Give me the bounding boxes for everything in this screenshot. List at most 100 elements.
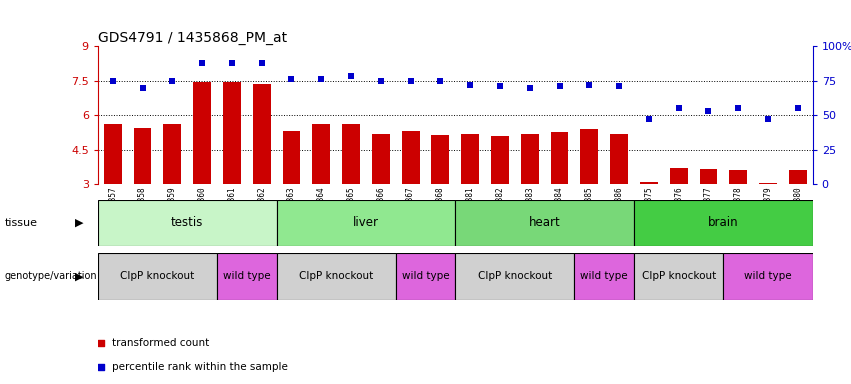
Bar	[396, 253, 455, 300]
Bar	[163, 124, 181, 184]
Bar	[312, 124, 330, 184]
Point	[761, 116, 774, 122]
Bar	[217, 253, 277, 300]
Point	[642, 116, 655, 122]
Text: GSM988375: GSM988375	[644, 187, 654, 228]
Text: heart: heart	[528, 216, 561, 229]
Bar	[759, 183, 777, 184]
Bar	[342, 124, 360, 184]
Bar	[98, 253, 217, 300]
Text: GDS4791 / 1435868_PM_at: GDS4791 / 1435868_PM_at	[98, 31, 287, 45]
Text: GSM988384: GSM988384	[555, 187, 564, 228]
Bar	[402, 131, 420, 184]
Text: GSM988383: GSM988383	[525, 187, 534, 228]
Text: GSM988382: GSM988382	[495, 187, 505, 228]
Point	[165, 78, 179, 84]
Bar	[431, 135, 449, 184]
Text: wild type: wild type	[223, 271, 271, 281]
Text: transformed count: transformed count	[112, 338, 209, 348]
Text: ClpP knockout: ClpP knockout	[642, 271, 716, 281]
Point	[106, 78, 119, 84]
Text: GSM988365: GSM988365	[346, 187, 356, 228]
Text: ClpP knockout: ClpP knockout	[477, 271, 552, 281]
Text: liver: liver	[353, 216, 379, 229]
Point	[315, 76, 328, 82]
Bar	[134, 128, 151, 184]
Bar	[223, 82, 241, 184]
Bar	[461, 134, 479, 184]
Bar	[455, 253, 574, 300]
Point	[136, 84, 150, 91]
Text: wild type: wild type	[745, 271, 791, 281]
Point	[433, 78, 448, 84]
Bar	[98, 200, 277, 246]
Text: GSM988363: GSM988363	[287, 187, 296, 228]
Point	[403, 78, 417, 84]
Point	[196, 60, 209, 66]
Point	[225, 60, 238, 66]
Bar	[670, 168, 688, 184]
Text: percentile rank within the sample: percentile rank within the sample	[112, 362, 288, 372]
Text: ▶: ▶	[75, 218, 83, 228]
Point	[791, 105, 805, 111]
Text: ClpP knockout: ClpP knockout	[299, 271, 374, 281]
Text: genotype/variation: genotype/variation	[4, 271, 97, 281]
Point	[374, 78, 387, 84]
Text: GSM988380: GSM988380	[793, 187, 802, 228]
Bar	[277, 253, 396, 300]
Bar	[372, 134, 390, 184]
Bar	[551, 132, 568, 184]
Text: GSM988358: GSM988358	[138, 187, 147, 228]
Text: GSM988385: GSM988385	[585, 187, 594, 228]
Text: GSM988359: GSM988359	[168, 187, 177, 228]
Point	[612, 83, 625, 89]
Bar	[455, 200, 634, 246]
Bar	[729, 170, 747, 184]
Bar	[723, 253, 813, 300]
Bar	[491, 136, 509, 184]
Text: tissue: tissue	[4, 218, 37, 228]
Text: GSM988364: GSM988364	[317, 187, 326, 228]
Text: GSM988386: GSM988386	[614, 187, 624, 228]
Bar	[580, 129, 598, 184]
Text: GSM988357: GSM988357	[108, 187, 117, 228]
Bar	[253, 84, 271, 184]
Bar	[789, 170, 807, 184]
Point	[94, 339, 108, 346]
Text: brain: brain	[708, 216, 739, 229]
Point	[672, 105, 686, 111]
Text: ▶: ▶	[75, 271, 83, 281]
Text: GSM988378: GSM988378	[734, 187, 743, 228]
Point	[344, 73, 357, 79]
Bar	[634, 253, 723, 300]
Bar	[634, 200, 813, 246]
Bar	[277, 200, 455, 246]
Text: testis: testis	[171, 216, 203, 229]
Bar	[521, 134, 539, 184]
Text: GSM988360: GSM988360	[197, 187, 207, 228]
Point	[284, 76, 298, 82]
Bar	[193, 82, 211, 184]
Point	[701, 108, 715, 114]
Text: GSM988381: GSM988381	[465, 187, 475, 228]
Text: GSM988361: GSM988361	[227, 187, 237, 228]
Point	[493, 83, 506, 89]
Text: GSM988368: GSM988368	[436, 187, 445, 228]
Bar	[104, 124, 122, 184]
Text: ClpP knockout: ClpP knockout	[120, 271, 195, 281]
Point	[94, 364, 108, 370]
Point	[582, 82, 596, 88]
Text: GSM988362: GSM988362	[257, 187, 266, 228]
Text: wild type: wild type	[402, 271, 449, 281]
Text: GSM988376: GSM988376	[674, 187, 683, 228]
Text: GSM988379: GSM988379	[763, 187, 773, 228]
Bar	[610, 134, 628, 184]
Point	[731, 105, 745, 111]
Point	[553, 83, 567, 89]
Bar	[574, 253, 634, 300]
Bar	[700, 169, 717, 184]
Point	[463, 82, 477, 88]
Point	[255, 60, 269, 66]
Text: wild type: wild type	[580, 271, 628, 281]
Text: GSM988366: GSM988366	[376, 187, 386, 228]
